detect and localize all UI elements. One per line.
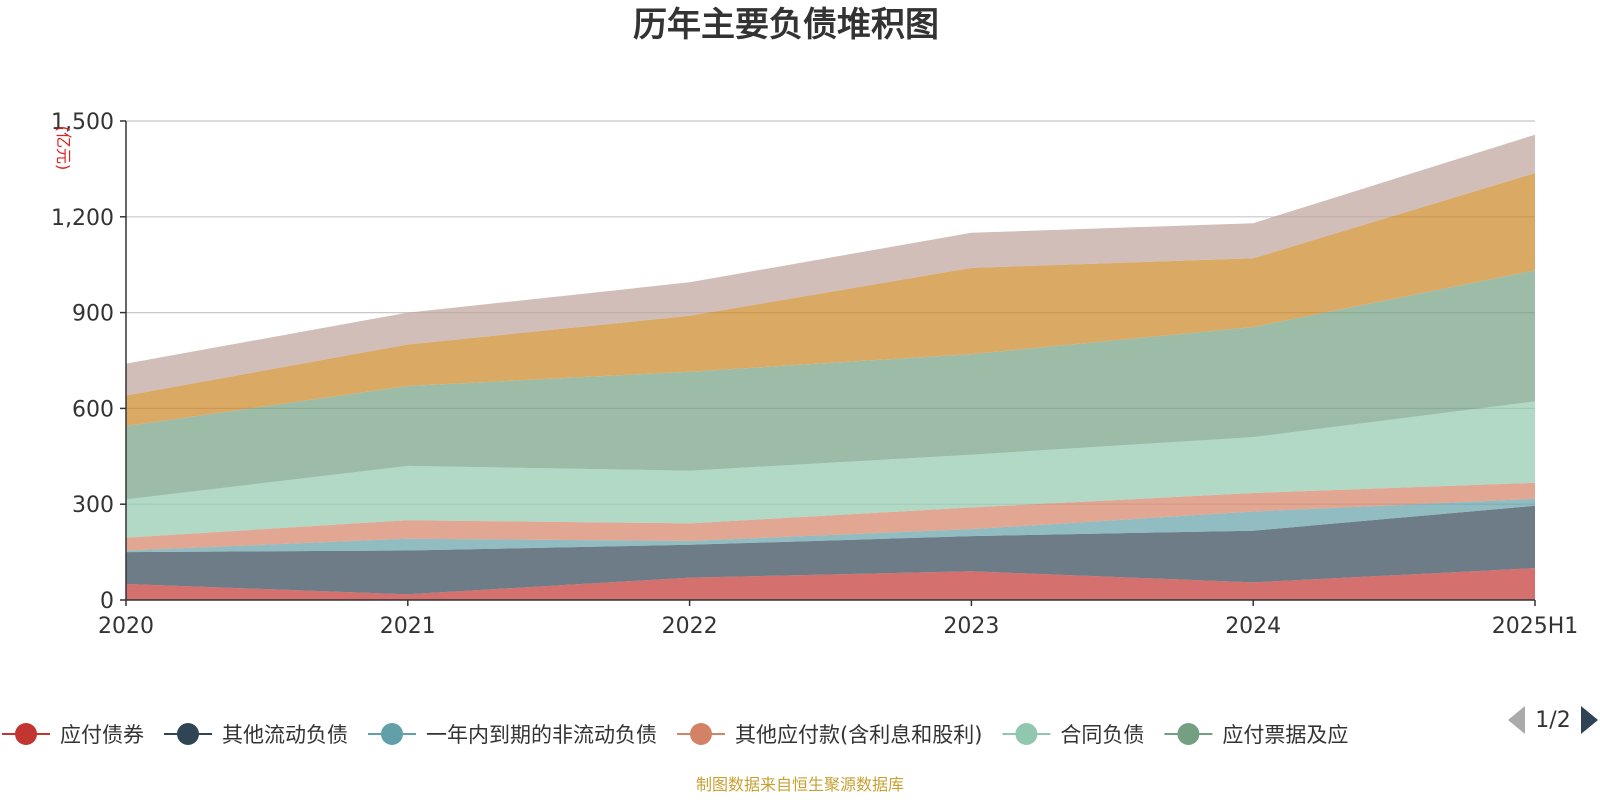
x-tick-label-3: 2023 bbox=[943, 614, 999, 639]
area-series-1 bbox=[126, 505, 1535, 595]
legend-label-2: 一年内到期的非流动负债 bbox=[426, 723, 657, 747]
x-tick-label-2: 2022 bbox=[662, 614, 718, 639]
legend-label-3: 其他应付款(含利息和股利) bbox=[735, 723, 982, 747]
legend-prev-page-icon[interactable] bbox=[1508, 706, 1525, 734]
legend-label-0: 应付债券 bbox=[60, 723, 144, 747]
area-series-0 bbox=[126, 568, 1535, 600]
area-series-2 bbox=[126, 498, 1535, 553]
legend-marker-1 bbox=[177, 723, 199, 745]
x-tick-label-1: 2021 bbox=[380, 614, 436, 639]
area-series-3 bbox=[126, 482, 1535, 551]
legend-item-2[interactable]: 一年内到期的非流动负债 bbox=[368, 723, 657, 747]
legend-next-page-icon[interactable] bbox=[1581, 706, 1598, 734]
data-source-note: 制图数据来自恒生聚源数据库 bbox=[696, 775, 904, 794]
x-tick-label-4: 2024 bbox=[1225, 614, 1281, 639]
legend-label-4: 合同负债 bbox=[1060, 723, 1144, 747]
legend-label-5: 应付票据及应 bbox=[1222, 723, 1348, 747]
x-axis-ticks: 2020 2021 2022 2023 2024 2025H1 bbox=[98, 600, 1578, 639]
y-tick-label-2: 600 bbox=[72, 397, 114, 422]
legend-pager: 1/2 bbox=[1508, 706, 1598, 734]
legend-marker-2 bbox=[381, 723, 403, 745]
y-axis-unit-label: (亿元) bbox=[54, 126, 73, 171]
area-series-6 bbox=[126, 173, 1535, 426]
legend-marker-3 bbox=[690, 723, 712, 745]
legend-marker-4 bbox=[1015, 723, 1038, 745]
legend-item-5[interactable]: 应付票据及应 bbox=[1164, 723, 1348, 747]
y-tick-label-4: 1,200 bbox=[51, 206, 114, 231]
legend-page-indicator: 1/2 bbox=[1535, 708, 1570, 733]
legend-marker-0 bbox=[15, 723, 37, 745]
area-series-5 bbox=[126, 270, 1535, 500]
y-tick-label-3: 900 bbox=[72, 302, 114, 327]
y-tick-label-0: 0 bbox=[100, 589, 114, 614]
legend-item-0[interactable]: 应付债券 bbox=[2, 723, 144, 747]
x-tick-label-0: 2020 bbox=[98, 614, 154, 639]
y-tick-label-1: 300 bbox=[72, 493, 114, 518]
x-tick-label-5: 2025H1 bbox=[1492, 614, 1579, 639]
axes bbox=[125, 121, 1535, 601]
legend-item-3[interactable]: 其他应付款(含利息和股利) bbox=[677, 723, 982, 747]
area-series bbox=[126, 134, 1535, 600]
area-series-4 bbox=[126, 401, 1535, 538]
y-axis-ticks: 0 300 600 900 1,200 1,500 bbox=[51, 110, 126, 614]
area-series-7 bbox=[126, 134, 1535, 396]
y-tick-label-5: 1,500 bbox=[51, 110, 114, 135]
chart-title: 历年主要负债堆积图 bbox=[633, 5, 939, 45]
legend: 应付债券 其他流动负债 一年内到期的非流动负债 其他应付款(含利息和股利) 合同负债 应付… bbox=[2, 723, 1348, 747]
legend-item-1[interactable]: 其他流动负债 bbox=[164, 723, 348, 747]
legend-marker-5 bbox=[1177, 723, 1200, 745]
legend-label-1: 其他流动负债 bbox=[222, 723, 348, 747]
legend-item-4[interactable]: 合同负债 bbox=[1002, 723, 1144, 747]
